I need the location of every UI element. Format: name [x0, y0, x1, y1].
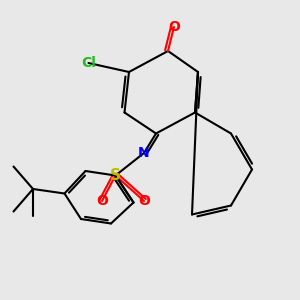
- Text: O: O: [96, 194, 108, 208]
- Text: O: O: [138, 194, 150, 208]
- Text: O: O: [168, 20, 180, 34]
- Text: S: S: [110, 168, 121, 183]
- Text: N: N: [138, 146, 150, 160]
- Text: Cl: Cl: [81, 56, 96, 70]
